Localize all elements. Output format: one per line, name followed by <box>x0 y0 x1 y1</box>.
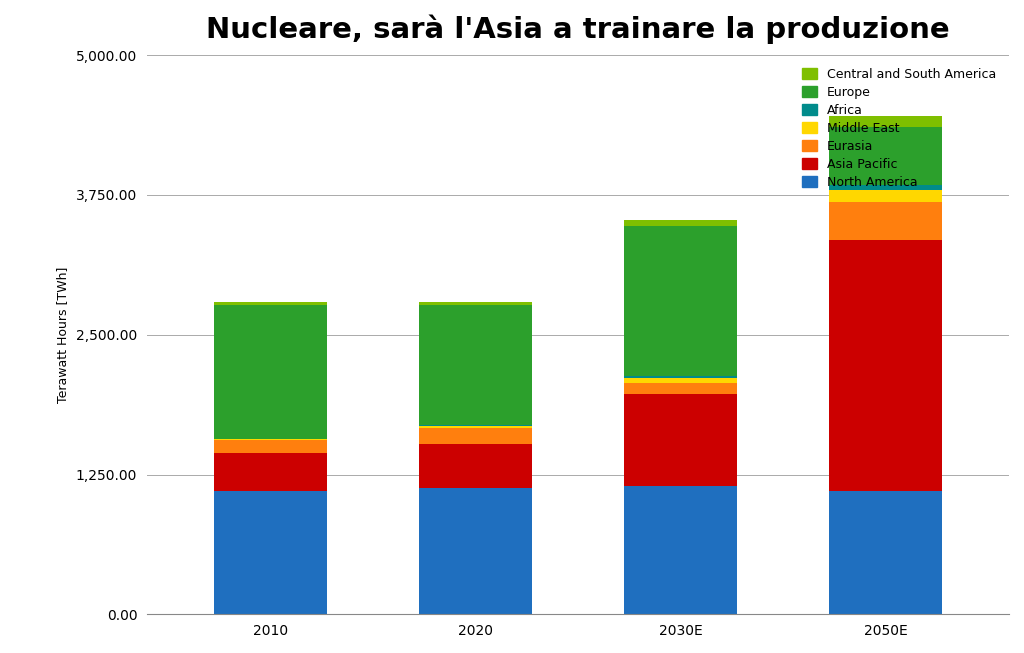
Bar <box>214 491 327 614</box>
Bar <box>625 226 737 375</box>
Bar <box>625 383 737 394</box>
Bar <box>829 491 942 614</box>
Bar <box>419 302 531 304</box>
Bar <box>214 304 327 439</box>
Bar <box>214 453 327 491</box>
Bar <box>625 378 737 383</box>
Legend: Central and South America, Europe, Africa, Middle East, Eurasia, Asia Pacific, N: Central and South America, Europe, Afric… <box>796 61 1002 195</box>
Bar <box>625 220 737 226</box>
Bar <box>214 439 327 440</box>
Bar <box>214 440 327 453</box>
Bar <box>829 116 942 127</box>
Y-axis label: Terawatt Hours [TWh]: Terawatt Hours [TWh] <box>56 266 69 403</box>
Bar <box>214 302 327 304</box>
Bar <box>625 486 737 614</box>
Bar <box>829 240 942 491</box>
Bar <box>419 426 531 428</box>
Bar <box>625 375 737 378</box>
Bar <box>419 444 531 488</box>
Bar <box>625 394 737 486</box>
Bar <box>829 185 942 191</box>
Title: Nucleare, sarà l'Asia a trainare la produzione: Nucleare, sarà l'Asia a trainare la prod… <box>206 15 950 44</box>
Bar <box>829 127 942 185</box>
Bar <box>419 304 531 425</box>
Bar <box>419 488 531 614</box>
Bar <box>419 428 531 444</box>
Bar <box>829 191 942 202</box>
Bar <box>829 202 942 240</box>
